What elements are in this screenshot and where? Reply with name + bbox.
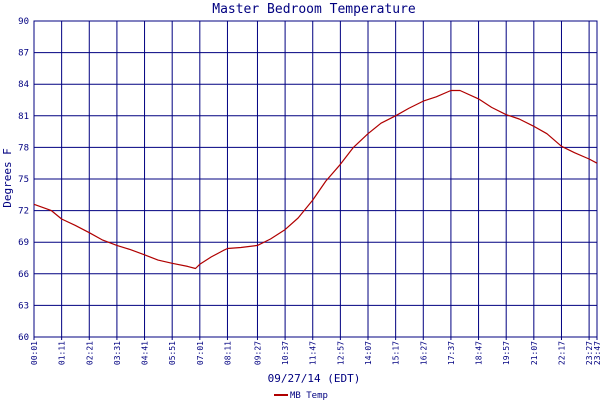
x-tick-label: 01:11 [58,341,67,365]
grid [33,20,598,338]
x-tick-label: 00:01 [30,341,39,365]
y-tick-label: 87 [18,49,29,59]
series-line-mb-temp [33,89,598,270]
chart-title: Master Bedroom Temperature [212,2,416,17]
series-layer [33,89,598,270]
x-tick-label: 08:11 [223,341,232,365]
y-axis: 60 63 66 69 72 75 78 81 84 87 90 [18,17,29,343]
y-tick-label: 90 [18,17,29,27]
y-tick-label: 63 [18,301,29,311]
x-tick-label: 02:21 [85,341,94,365]
legend: MB Temp [274,391,328,400]
x-axis-label: 09/27/14 (EDT) [268,372,361,385]
y-tick-label: 78 [18,143,29,153]
x-tick-label: 07:01 [196,341,205,365]
x-tick-label: 05:51 [168,341,177,365]
x-tick-label: 23:47 [593,341,600,365]
x-tick-label: 11:47 [309,341,318,365]
legend-label: MB Temp [290,391,328,400]
x-tick-label: 03:31 [113,341,122,365]
y-tick-label: 69 [18,238,29,248]
x-tick-label: 10:37 [281,341,290,365]
x-tick-label: 14:07 [364,341,373,365]
x-tick-label: 12:57 [336,341,345,365]
x-axis: 00:01 01:11 02:21 03:31 04:41 05:51 07:01 08:11… [30,337,600,365]
x-tick-label: 23:27 [585,341,594,365]
x-tick-label: 15:17 [392,341,401,365]
plot-frame [33,20,598,338]
x-tick-label: 21:07 [530,341,539,365]
x-tick-label: 17:37 [447,341,456,365]
y-tick-label: 84 [18,80,29,90]
x-tick-label: 04:41 [141,341,150,365]
x-tick-label: 22:17 [557,341,566,365]
y-axis-label: Degrees F [1,148,14,208]
y-tick-label: 81 [18,112,29,122]
y-tick-label: 72 [18,207,29,217]
x-tick-label: 09:27 [253,341,262,365]
y-tick-label: 60 [18,333,29,343]
x-tick-label: 18:47 [475,341,484,365]
x-tick-label: 19:57 [502,341,511,365]
y-tick-label: 75 [18,175,29,185]
y-tick-label: 66 [18,270,29,280]
x-tick-label: 16:27 [419,341,428,365]
